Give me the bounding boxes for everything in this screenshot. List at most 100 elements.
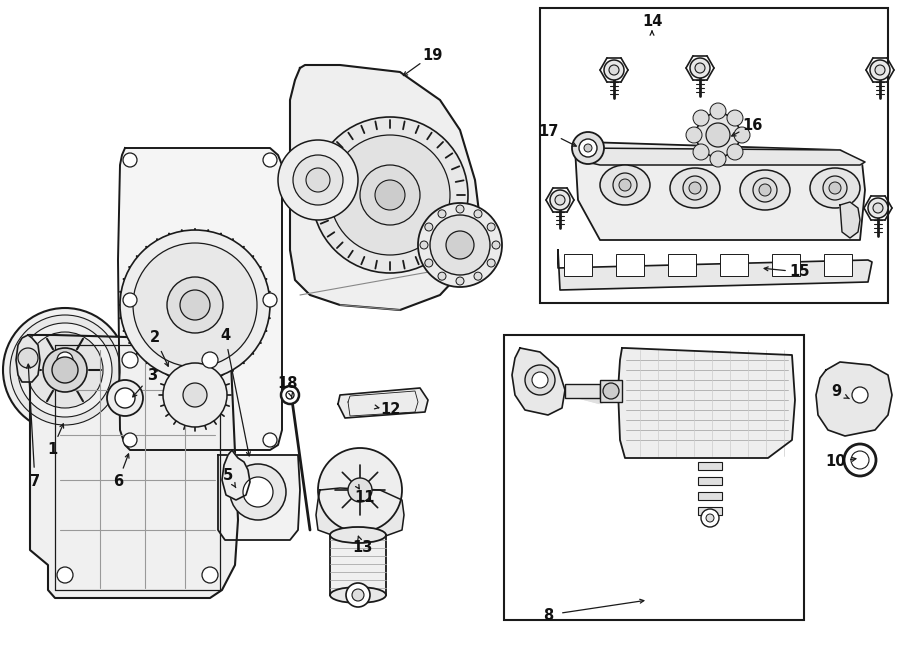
Text: 19: 19	[422, 48, 442, 63]
Bar	[824, 254, 852, 276]
Circle shape	[695, 63, 705, 73]
Text: 1: 1	[47, 442, 57, 457]
Ellipse shape	[600, 165, 650, 205]
Text: 4: 4	[220, 327, 230, 342]
Circle shape	[474, 210, 482, 218]
Circle shape	[18, 323, 112, 417]
Circle shape	[418, 203, 502, 287]
Circle shape	[851, 451, 869, 469]
Ellipse shape	[670, 168, 720, 208]
Circle shape	[180, 290, 210, 320]
Text: 13: 13	[352, 541, 373, 555]
Circle shape	[425, 259, 433, 267]
Polygon shape	[816, 362, 892, 436]
Circle shape	[727, 110, 743, 126]
Circle shape	[870, 60, 890, 80]
Polygon shape	[575, 142, 865, 240]
Text: 8: 8	[543, 607, 553, 623]
Circle shape	[243, 477, 273, 507]
Circle shape	[734, 127, 750, 143]
Text: 16: 16	[742, 118, 762, 132]
Bar	[600, 380, 622, 402]
Circle shape	[18, 348, 38, 368]
Circle shape	[555, 195, 565, 205]
Circle shape	[693, 110, 709, 126]
Bar	[565, 384, 600, 398]
Circle shape	[360, 165, 420, 225]
Circle shape	[3, 308, 127, 432]
Ellipse shape	[330, 527, 386, 543]
Circle shape	[425, 223, 433, 231]
Circle shape	[753, 178, 777, 202]
Circle shape	[823, 176, 847, 200]
Text: 3: 3	[147, 368, 158, 383]
Circle shape	[281, 386, 299, 404]
Circle shape	[167, 277, 223, 333]
Circle shape	[306, 168, 330, 192]
Circle shape	[868, 198, 888, 218]
Circle shape	[727, 144, 743, 160]
Circle shape	[330, 135, 450, 255]
Bar	[772, 254, 800, 276]
Text: 5: 5	[223, 467, 233, 483]
Polygon shape	[512, 348, 565, 415]
Text: 6: 6	[112, 475, 123, 490]
Circle shape	[438, 272, 446, 280]
Circle shape	[263, 153, 277, 167]
Circle shape	[686, 127, 702, 143]
Circle shape	[492, 241, 500, 249]
Polygon shape	[118, 148, 282, 450]
Bar	[540, 8, 888, 303]
Text: 10: 10	[826, 455, 846, 469]
Circle shape	[584, 144, 592, 152]
Circle shape	[202, 567, 218, 583]
Circle shape	[689, 182, 701, 194]
Circle shape	[348, 478, 372, 502]
Circle shape	[183, 383, 207, 407]
Polygon shape	[30, 335, 238, 598]
Circle shape	[352, 589, 364, 601]
Polygon shape	[316, 488, 404, 538]
Polygon shape	[222, 450, 250, 500]
Circle shape	[706, 514, 714, 522]
Circle shape	[346, 583, 370, 607]
Polygon shape	[558, 250, 872, 290]
Circle shape	[456, 205, 464, 213]
Circle shape	[52, 357, 78, 383]
Circle shape	[133, 243, 257, 367]
Circle shape	[487, 223, 495, 231]
Bar	[564, 254, 592, 276]
Circle shape	[525, 365, 555, 395]
Circle shape	[263, 433, 277, 447]
Circle shape	[115, 388, 135, 408]
Circle shape	[613, 173, 637, 197]
Circle shape	[27, 332, 103, 408]
Text: 2: 2	[150, 330, 160, 346]
Circle shape	[263, 293, 277, 307]
Circle shape	[57, 352, 73, 368]
Circle shape	[446, 231, 474, 259]
Circle shape	[873, 203, 883, 213]
Circle shape	[420, 241, 428, 249]
Circle shape	[701, 509, 719, 527]
Circle shape	[123, 293, 137, 307]
Bar	[698, 492, 722, 500]
Circle shape	[759, 184, 771, 196]
Bar	[504, 335, 804, 620]
Circle shape	[202, 352, 218, 368]
Polygon shape	[618, 348, 795, 458]
Circle shape	[579, 139, 597, 157]
Circle shape	[619, 179, 631, 191]
Circle shape	[107, 380, 143, 416]
Circle shape	[456, 277, 464, 285]
Circle shape	[438, 210, 446, 218]
Text: 18: 18	[278, 375, 298, 391]
Circle shape	[312, 117, 468, 273]
Circle shape	[852, 387, 868, 403]
Text: 11: 11	[355, 490, 375, 506]
Circle shape	[286, 391, 294, 399]
Polygon shape	[338, 388, 428, 418]
Circle shape	[57, 567, 73, 583]
Circle shape	[710, 151, 726, 167]
Text: 14: 14	[642, 15, 662, 30]
